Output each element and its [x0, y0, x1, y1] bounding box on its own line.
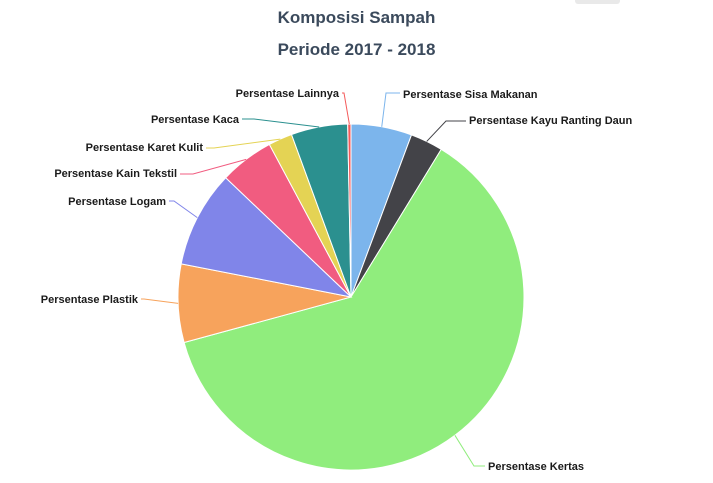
connector-line: [169, 200, 198, 219]
connector-line: [242, 118, 320, 128]
data-label: Persentase Kain Tekstil: [54, 168, 177, 180]
data-label: Persentase Plastik: [41, 294, 139, 306]
chart-subtitle: Periode 2017 - 2018: [277, 40, 436, 59]
connector-line: [180, 158, 247, 175]
chart-title: Komposisi Sampah: [277, 8, 436, 27]
top-tab-edge: [575, 0, 620, 4]
connector-line: [342, 92, 350, 125]
data-label: Persentase Kertas: [488, 461, 584, 473]
connector-line: [381, 92, 400, 127]
data-label: Persentase Sisa Makanan: [403, 89, 538, 101]
connector-line: [206, 138, 281, 149]
connector-line: [426, 120, 466, 142]
data-label: Persentase Lainnya: [236, 88, 340, 100]
data-label: Persentase Kayu Ranting Daun: [469, 115, 632, 127]
pie-slice-persentase-kertas[interactable]: [183, 148, 525, 471]
data-label: Persentase Logam: [68, 196, 166, 208]
pie-slice-persentase-logam[interactable]: [180, 177, 353, 298]
connector-line: [141, 298, 179, 304]
connector-line: [454, 435, 485, 467]
data-label: Persentase Karet Kulit: [86, 142, 204, 154]
pie-slice-persentase-lainnya[interactable]: [347, 123, 352, 298]
data-label: Persentase Kaca: [151, 114, 240, 126]
